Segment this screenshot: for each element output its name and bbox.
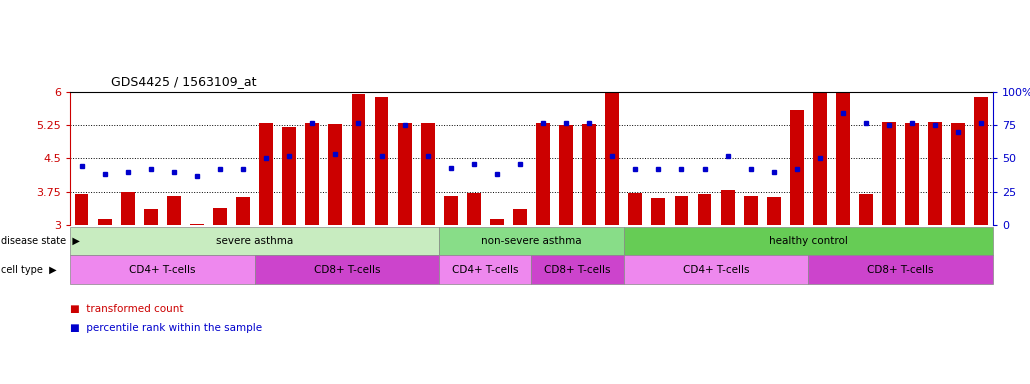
Bar — [928, 122, 942, 225]
Bar — [236, 197, 250, 225]
Bar — [98, 219, 111, 225]
Text: CD4+ T-cells: CD4+ T-cells — [129, 265, 196, 275]
Text: CD8+ T-cells: CD8+ T-cells — [545, 265, 611, 275]
Bar — [559, 125, 573, 225]
Text: GDS4425 / 1563109_at: GDS4425 / 1563109_at — [111, 75, 256, 88]
Text: disease state  ▶: disease state ▶ — [1, 236, 80, 246]
Bar — [467, 193, 481, 225]
Bar — [190, 224, 204, 225]
Bar — [398, 123, 412, 225]
Bar — [582, 124, 596, 225]
Bar — [974, 98, 989, 225]
Bar — [744, 196, 758, 225]
Text: ■  percentile rank within the sample: ■ percentile rank within the sample — [70, 323, 263, 333]
Bar — [420, 123, 435, 225]
Bar — [375, 98, 388, 225]
Bar — [329, 124, 342, 225]
Bar — [721, 190, 734, 225]
Bar — [351, 94, 366, 225]
Bar — [260, 123, 273, 225]
Bar — [144, 209, 158, 225]
Bar — [606, 93, 619, 225]
Bar — [813, 93, 827, 225]
Bar — [167, 196, 181, 225]
Bar — [859, 194, 873, 225]
Bar — [952, 123, 965, 225]
Bar — [628, 193, 643, 225]
Text: ■  transformed count: ■ transformed count — [70, 304, 183, 314]
Bar — [675, 196, 688, 225]
Bar — [905, 123, 919, 225]
Bar — [213, 208, 227, 225]
Bar — [651, 198, 665, 225]
Text: non-severe asthma: non-severe asthma — [481, 236, 582, 246]
Bar — [766, 197, 781, 225]
Text: severe asthma: severe asthma — [216, 236, 294, 246]
Bar — [836, 93, 850, 225]
Bar — [882, 122, 896, 225]
Text: CD4+ T-cells: CD4+ T-cells — [452, 265, 518, 275]
Text: CD8+ T-cells: CD8+ T-cells — [867, 265, 934, 275]
Bar — [790, 110, 803, 225]
Bar — [697, 194, 712, 225]
Bar — [282, 127, 297, 225]
Bar — [536, 123, 550, 225]
Text: healthy control: healthy control — [769, 236, 848, 246]
Bar — [444, 196, 457, 225]
Text: CD8+ T-cells: CD8+ T-cells — [314, 265, 380, 275]
Bar — [121, 192, 135, 225]
Text: CD4+ T-cells: CD4+ T-cells — [683, 265, 749, 275]
Bar — [74, 194, 89, 225]
Bar — [490, 219, 504, 225]
Bar — [305, 123, 319, 225]
Bar — [513, 209, 527, 225]
Text: cell type  ▶: cell type ▶ — [1, 265, 57, 275]
